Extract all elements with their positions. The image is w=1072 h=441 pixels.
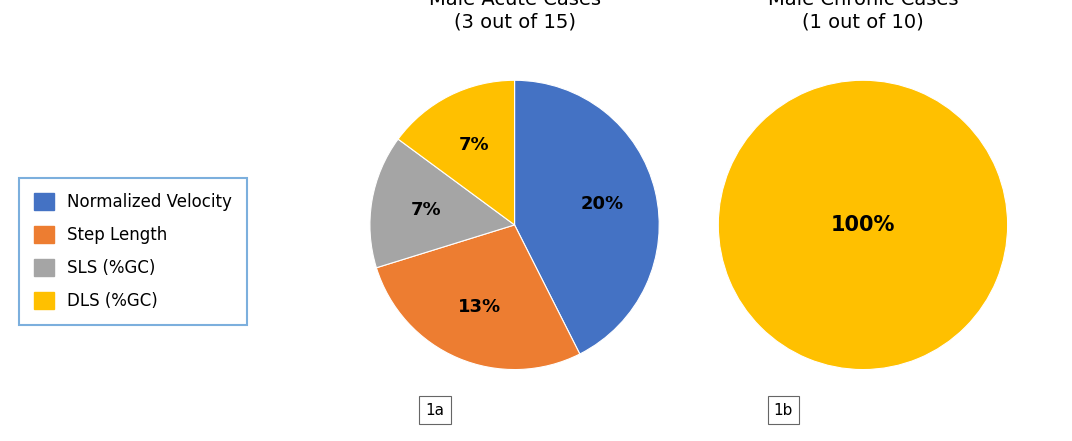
Text: 7%: 7% — [459, 136, 490, 154]
Wedge shape — [376, 225, 580, 370]
Title: Male Chronic Cases
(1 out of 10): Male Chronic Cases (1 out of 10) — [768, 0, 958, 31]
Wedge shape — [398, 80, 515, 225]
Text: 20%: 20% — [580, 195, 623, 213]
Wedge shape — [370, 139, 515, 268]
Text: 7%: 7% — [411, 201, 442, 219]
Wedge shape — [515, 80, 659, 354]
Legend: Normalized Velocity, Step Length, SLS (%GC), DLS (%GC): Normalized Velocity, Step Length, SLS (%… — [19, 178, 248, 325]
Text: 1b: 1b — [774, 403, 793, 418]
Text: 1a: 1a — [426, 403, 445, 418]
Text: 13%: 13% — [458, 299, 501, 317]
Text: 100%: 100% — [831, 215, 895, 235]
Title: Male Acute Cases
(3 out of 15): Male Acute Cases (3 out of 15) — [429, 0, 600, 31]
Wedge shape — [718, 80, 1008, 370]
